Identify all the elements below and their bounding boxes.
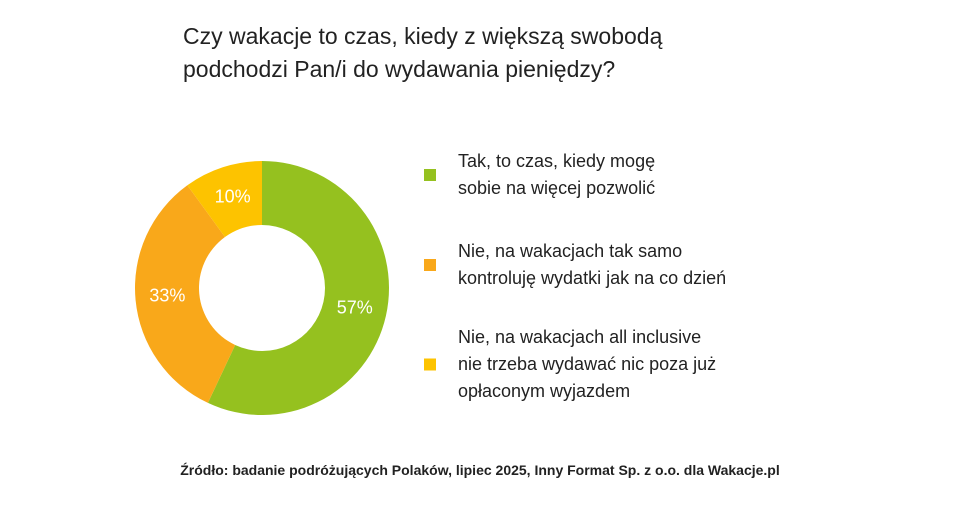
legend-label: Nie, na wakacjach tak samo kontroluję wy… — [458, 241, 727, 288]
value-label: 33% — [149, 286, 185, 306]
donut-segment — [207, 161, 390, 415]
value-label: 10% — [215, 186, 251, 206]
legend-swatch — [424, 358, 436, 371]
value-label: 57% — [337, 297, 373, 317]
legend-label: Tak, to czas, kiedy mogę sobie na więcej… — [458, 151, 656, 198]
legend-label: Nie, na wakacjach all inclusive nie trze… — [458, 327, 717, 401]
legend-swatch — [424, 259, 436, 271]
donut-segment — [135, 185, 236, 403]
legend-swatch — [424, 169, 436, 181]
donut-segment — [187, 161, 262, 238]
source-note: Źródło: badanie podróżujących Polaków, l… — [180, 462, 780, 478]
chart-title: Czy wakacje to czas, kiedy z większą swo… — [183, 23, 663, 82]
